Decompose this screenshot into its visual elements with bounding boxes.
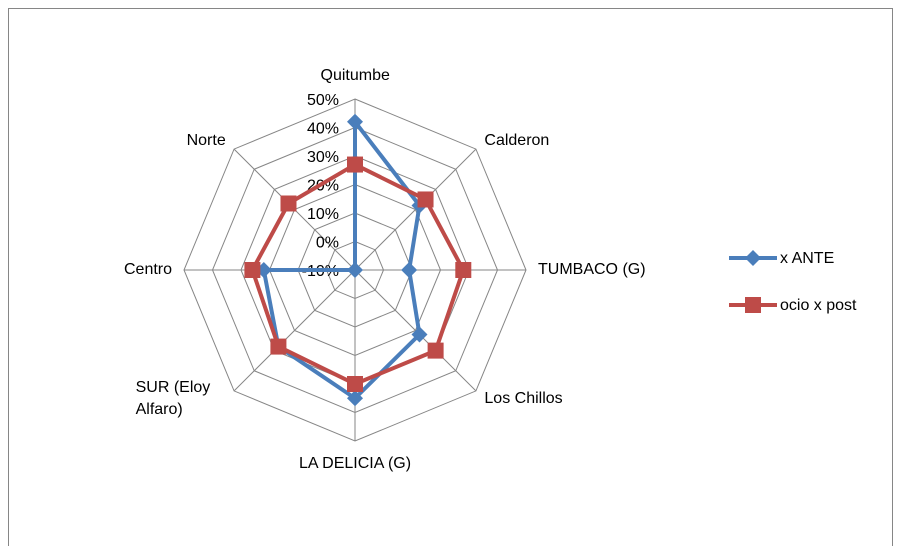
category-label: Quitumbe xyxy=(320,67,390,84)
y-tick-label: 30% xyxy=(307,149,339,166)
marker xyxy=(347,376,363,392)
marker xyxy=(427,342,444,359)
y-tick-label: 0% xyxy=(316,235,339,252)
category-label: Centro xyxy=(124,261,173,278)
marker xyxy=(347,390,363,407)
chart-border xyxy=(8,8,893,546)
marker xyxy=(280,195,297,212)
marker xyxy=(347,262,363,278)
category-label: LA DELICIA (G) xyxy=(299,455,412,472)
y-tick-label: 10% xyxy=(307,206,339,223)
spoke xyxy=(354,148,477,271)
spoke xyxy=(354,269,477,392)
marker xyxy=(401,262,418,278)
y-tick-label: 20% xyxy=(307,178,339,195)
marker xyxy=(270,338,287,355)
category-label: SUR (Eloy Alfaro) xyxy=(135,379,211,419)
category-label: Los Chillos xyxy=(484,390,563,408)
marker xyxy=(455,262,472,278)
marker xyxy=(244,262,261,278)
marker xyxy=(417,191,434,208)
spoke xyxy=(233,269,356,392)
y-tick-label: 40% xyxy=(307,121,339,138)
marker xyxy=(255,262,272,278)
category-label: TUMBACO (G) xyxy=(538,261,646,278)
category-label: Norte xyxy=(186,131,226,149)
marker xyxy=(347,156,363,173)
y-tick-label: 50% xyxy=(307,92,339,109)
legend-marker xyxy=(745,250,761,266)
marker xyxy=(411,326,428,343)
legend-label: ocio x post xyxy=(780,297,857,314)
marker xyxy=(347,113,363,130)
category-label: Calderon xyxy=(484,131,550,149)
legend-label: x ANTE xyxy=(780,250,834,267)
legend-marker xyxy=(745,297,761,313)
